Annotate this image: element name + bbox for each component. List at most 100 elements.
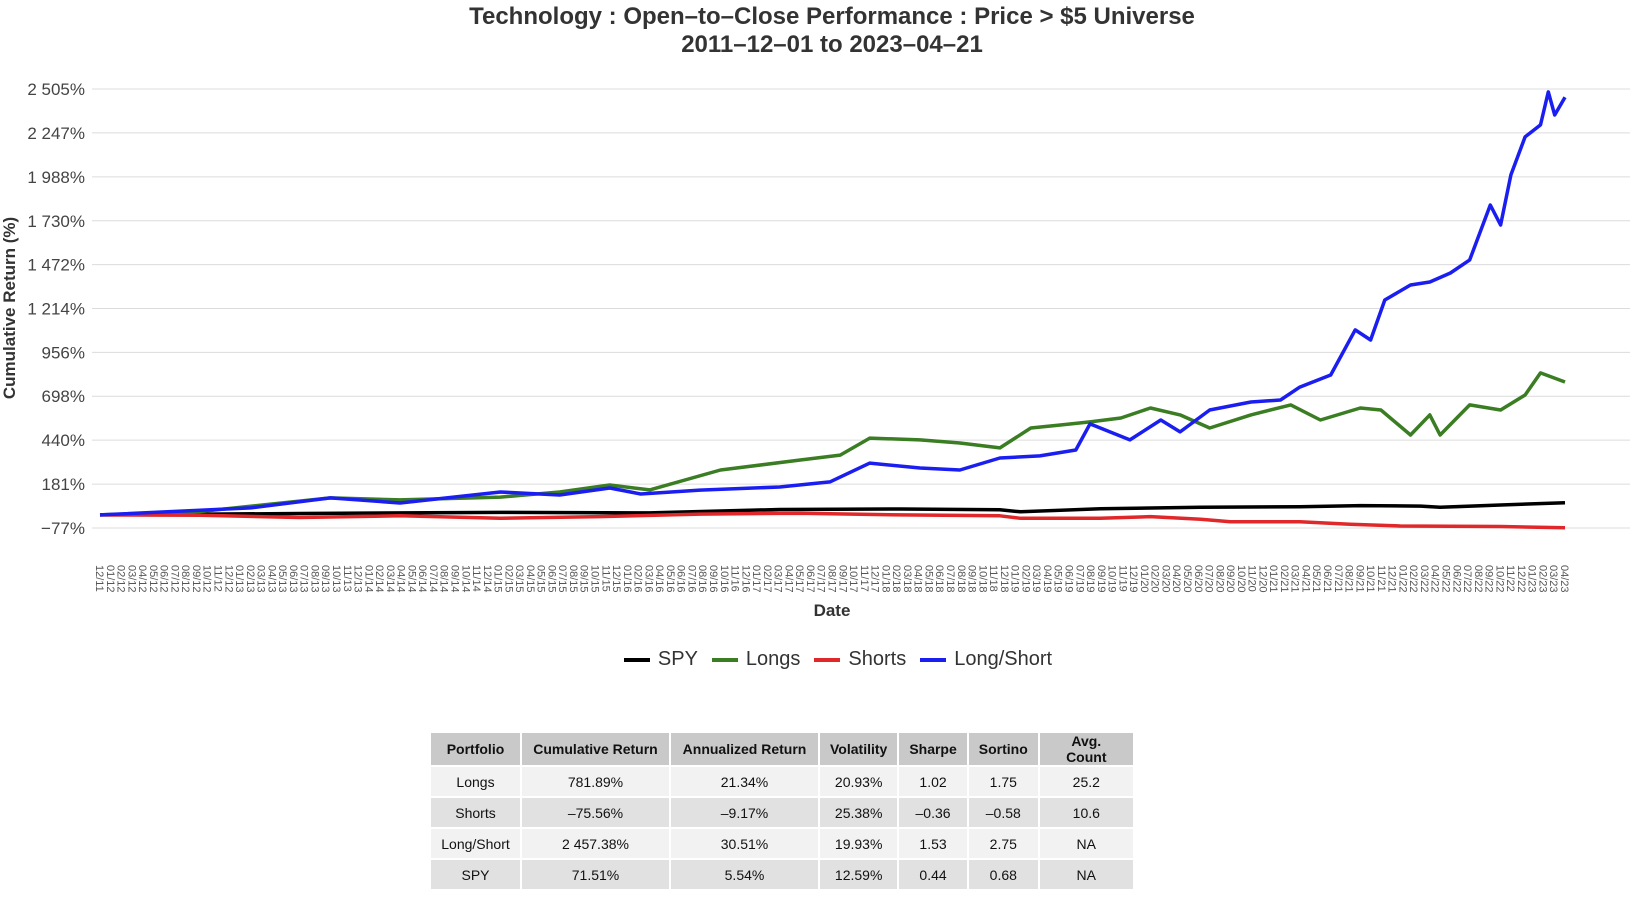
x-tick-label: 05/21 <box>1310 565 1322 593</box>
table-cell: 0.44 <box>899 860 967 889</box>
x-tick-label: 05/16 <box>664 565 676 593</box>
x-tick-label: 08/19 <box>1084 565 1096 593</box>
x-tick-label: 10/17 <box>847 565 859 593</box>
x-tick-label: 06/18 <box>933 565 945 593</box>
x-tick-label: 08/16 <box>696 565 708 593</box>
x-tick-label: 01/15 <box>492 565 504 593</box>
table-cell: 25.2 <box>1039 767 1133 796</box>
table-cell: 20.93% <box>820 767 898 796</box>
table-row: Long/Short 2 457.38% 30.51% 19.93% 1.53 2.75 N… <box>431 829 1133 858</box>
legend-item: SPY <box>623 648 698 671</box>
x-tick-label: 11/16 <box>729 565 741 592</box>
y-tick-label: 956% <box>42 343 85 362</box>
line-chart: −77% 181% 440% 698% 956% 1 214% 1 472% 1 730% 1 … <box>0 80 1630 620</box>
x-tick-label: 09/12 <box>190 565 202 593</box>
chart-title: Technology : Open–to–Close Performance :… <box>469 3 1195 30</box>
x-tick-label: 04/12 <box>136 565 148 593</box>
chart-subtitle: 2011–12–01 to 2023–04–21 <box>681 31 983 58</box>
x-tick-label: 07/22 <box>1461 565 1473 593</box>
x-tick-label: 07/19 <box>1073 565 1085 593</box>
legend-label: Long/Short <box>954 648 1053 670</box>
x-tick-label: 09/13 <box>319 565 331 593</box>
x-tick-label: 05/15 <box>535 565 547 593</box>
x-tick-label: 07/17 <box>815 565 827 593</box>
x-tick-label: 02/14 <box>373 565 385 593</box>
x-tick-label: 03/19 <box>1030 565 1042 593</box>
x-tick-label: 10/20 <box>1235 565 1247 593</box>
x-tick-label: 10/18 <box>976 565 988 593</box>
x-tick-label: 06/21 <box>1321 565 1333 593</box>
legend-label: SPY <box>657 648 698 670</box>
x-tick-label: 11/18 <box>987 565 999 592</box>
x-tick-label: 02/20 <box>1149 565 1161 593</box>
x-tick-label: 09/22 <box>1483 565 1495 593</box>
x-tick-label: 09/14 <box>448 565 460 593</box>
x-tick-label: 04/17 <box>782 565 794 593</box>
x-tick-label: 10/12 <box>201 565 213 593</box>
table-cell: –9.17% <box>671 798 818 827</box>
legend-item: Longs <box>711 648 800 671</box>
y-tick-label: 1 730% <box>27 212 85 231</box>
x-tick-label: 04/20 <box>1170 565 1182 593</box>
x-tick-label: 01/17 <box>750 565 762 593</box>
x-tick-label: 10/22 <box>1493 565 1505 593</box>
legend-swatch <box>711 657 738 662</box>
table-cell: 10.6 <box>1039 798 1133 827</box>
x-tick-label: 05/18 <box>922 565 934 593</box>
x-tick-label: 04/16 <box>653 565 665 593</box>
legend-swatch <box>814 657 841 662</box>
y-tick-label: 2 247% <box>27 124 85 143</box>
x-tick-label: 12/13 <box>352 565 364 593</box>
table-cell: 781.89% <box>522 767 669 796</box>
x-tick-label: 11/13 <box>341 565 353 592</box>
table-cell: 1.53 <box>899 829 967 858</box>
column-header: Sortino <box>968 733 1038 765</box>
table-cell: 21.34% <box>671 767 818 796</box>
series-line-long-short <box>99 90 1567 517</box>
y-axis-label: Cumulative Return (%) <box>0 217 19 399</box>
legend-label: Shorts <box>848 648 907 670</box>
x-tick-label: 04/22 <box>1429 565 1441 593</box>
x-tick-label: 02/23 <box>1536 565 1548 593</box>
column-header: Volatility <box>820 733 898 765</box>
y-tick-label: 1 988% <box>27 168 85 187</box>
legend-item: Shorts <box>814 648 906 671</box>
x-tick-label: 10/13 <box>330 565 342 593</box>
x-tick-label: 01/22 <box>1396 565 1408 593</box>
x-tick-label: 07/21 <box>1332 565 1344 593</box>
column-header: Portfolio <box>431 733 520 765</box>
x-tick-label: 03/15 <box>513 565 525 593</box>
x-tick-label: 01/21 <box>1267 565 1279 593</box>
x-tick-label: 12/16 <box>739 565 751 593</box>
x-tick-label: 05/20 <box>1181 565 1193 593</box>
legend-item: Long/Short <box>920 648 1052 671</box>
x-tick-label: 06/14 <box>416 565 428 593</box>
x-tick-label: 10/16 <box>718 565 730 593</box>
performance-table: Portfolio Cumulative Return Annualized Ret… <box>429 731 1135 891</box>
x-tick-label: 02/15 <box>502 565 514 593</box>
table-cell: 1.75 <box>968 767 1038 796</box>
x-tick-label: 01/19 <box>1009 565 1021 593</box>
x-tick-label: 10/19 <box>1106 565 1118 593</box>
table-header-row: Portfolio Cumulative Return Annualized Ret… <box>431 733 1133 765</box>
x-tick-label: 11/20 <box>1246 565 1258 592</box>
x-axis-label: Date <box>814 601 851 620</box>
table-cell: Shorts <box>431 798 520 827</box>
x-tick-label: 02/22 <box>1407 565 1419 593</box>
x-tick-label: 11/17 <box>858 565 870 592</box>
x-tick-label: 08/20 <box>1213 565 1225 593</box>
x-tick-label: 05/14 <box>405 565 417 593</box>
x-tick-label: 01/14 <box>362 565 374 593</box>
series-line-longs <box>99 371 1566 517</box>
x-tick-label: 12/15 <box>610 565 622 593</box>
x-tick-label: 10/21 <box>1364 565 1376 593</box>
y-tick-label: 440% <box>42 431 85 450</box>
x-tick-label: 09/17 <box>836 565 848 593</box>
table-cell: 1.02 <box>899 767 967 796</box>
x-tick-label: 01/12 <box>104 565 116 593</box>
x-tick-label: 06/12 <box>158 565 170 593</box>
x-tick-label: 11/14 <box>470 565 482 592</box>
legend: SPY Longs Shorts Long/Short <box>0 648 1630 671</box>
x-tick-label: 12/22 <box>1515 565 1527 593</box>
x-tick-label: 12/12 <box>222 565 234 593</box>
